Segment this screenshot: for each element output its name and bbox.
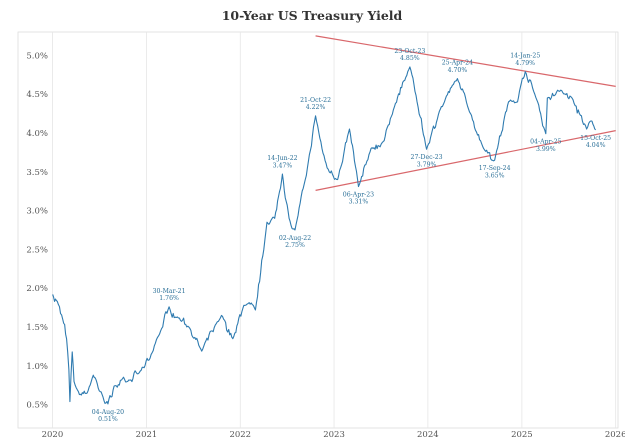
annotation-value: 4.70% xyxy=(448,67,468,74)
x-axis-ticks: 2020 2021 2022 2023 2024 2025 2026 xyxy=(42,430,625,440)
y-tick-4-0pct: 4.0% xyxy=(26,129,48,139)
annotation-date: 14-Jun-22 xyxy=(267,155,297,162)
y-tick-4-5pct: 4.5% xyxy=(26,90,48,100)
annotation-value: 4.22% xyxy=(306,104,326,111)
annotation-label: 14-Jun-22 3.47% xyxy=(267,155,297,169)
trendline-lower xyxy=(315,130,616,191)
y-axis-ticks: 0.5% 1.0% 1.5% 2.0% 2.5% 3.0% 3.5% 4.0% 4.5% 5.0% xyxy=(26,51,48,410)
annotation-date: 30-Mar-21 xyxy=(153,288,186,295)
annotation-label: 06-Apr-23 3.31% xyxy=(343,192,374,206)
annotation-label: 15-Oct-25 4.04% xyxy=(580,135,611,149)
annotation-date: 15-Oct-25 xyxy=(580,135,611,142)
annotation-value: 3.47% xyxy=(273,162,293,169)
annotation-value: 0.51% xyxy=(98,416,118,423)
y-tick-1-5pct: 1.5% xyxy=(26,323,48,333)
series-layer xyxy=(52,66,597,405)
annotation-label: 04-Apr-25 3.99% xyxy=(530,139,561,153)
trendline-layer xyxy=(315,35,616,191)
annotation-layer: 04-Aug-20 0.51% 30-Mar-21 1.76% 14-Jun-22 3.4… xyxy=(92,48,611,423)
annotation-label: 17-Sep-24 3.65% xyxy=(479,165,511,179)
annotation-date: 27-Dec-23 xyxy=(411,154,443,161)
annotation-value: 4.85% xyxy=(400,55,420,62)
annotation-value: 2.75% xyxy=(285,242,305,249)
annotation-label: 23-Oct-23 4.85% xyxy=(394,48,425,62)
x-tick-2021: 2021 xyxy=(136,430,158,440)
annotation-date: 25-Apr-24 xyxy=(442,60,473,67)
annotation-label: 30-Mar-21 1.76% xyxy=(153,288,186,302)
annotation-date: 14-Jan-25 xyxy=(510,53,540,60)
plot-frame xyxy=(17,31,619,429)
annotation-date: 23-Oct-23 xyxy=(394,48,425,55)
x-tick-2026: 2026 xyxy=(605,430,625,440)
annotation-label: 27-Dec-23 3.79% xyxy=(411,154,443,168)
annotation-value: 4.04% xyxy=(586,142,606,149)
x-tick-2024: 2024 xyxy=(417,430,439,440)
annotation-value: 4.79% xyxy=(515,60,535,67)
y-tick-3-0pct: 3.0% xyxy=(26,207,48,217)
y-tick-2-0pct: 2.0% xyxy=(26,284,48,294)
annotation-date: 21-Oct-22 xyxy=(300,97,331,104)
annotation-date: 06-Apr-23 xyxy=(343,192,374,199)
y-tick-5-0pct: 5.0% xyxy=(26,51,48,61)
x-tick-2025: 2025 xyxy=(511,430,533,440)
annotation-label: 21-Oct-22 4.22% xyxy=(300,97,331,111)
x-tick-2022: 2022 xyxy=(229,430,251,440)
annotation-label: 02-Aug-22 2.75% xyxy=(279,235,311,249)
y-tick-2-5pct: 2.5% xyxy=(26,245,48,255)
y-tick-3-5pct: 3.5% xyxy=(26,168,48,178)
annotation-date: 04-Apr-25 xyxy=(530,139,561,146)
annotation-value: 1.76% xyxy=(159,295,179,302)
trendline-upper xyxy=(315,35,616,87)
annotation-label: 04-Aug-20 0.51% xyxy=(92,409,124,423)
annotation-date: 17-Sep-24 xyxy=(479,165,511,172)
y-tick-0-5pct: 0.5% xyxy=(26,401,48,411)
annotation-label: 14-Jan-25 4.79% xyxy=(510,53,540,67)
annotation-value: 3.99% xyxy=(536,146,556,153)
grid-layer xyxy=(52,32,617,428)
annotation-value: 3.31% xyxy=(349,199,369,206)
annotation-date: 02-Aug-22 xyxy=(279,235,311,242)
chart-title: 10-Year US Treasury Yield xyxy=(222,8,403,23)
annotation-label: 25-Apr-24 4.70% xyxy=(442,60,473,74)
yield-series-line xyxy=(52,66,597,405)
annotation-value: 3.65% xyxy=(485,172,505,179)
y-tick-1-0pct: 1.0% xyxy=(26,362,48,372)
annotation-date: 04-Aug-20 xyxy=(92,409,124,416)
annotation-value: 3.79% xyxy=(417,161,437,168)
x-tick-2023: 2023 xyxy=(323,430,345,440)
x-tick-2020: 2020 xyxy=(42,430,64,440)
